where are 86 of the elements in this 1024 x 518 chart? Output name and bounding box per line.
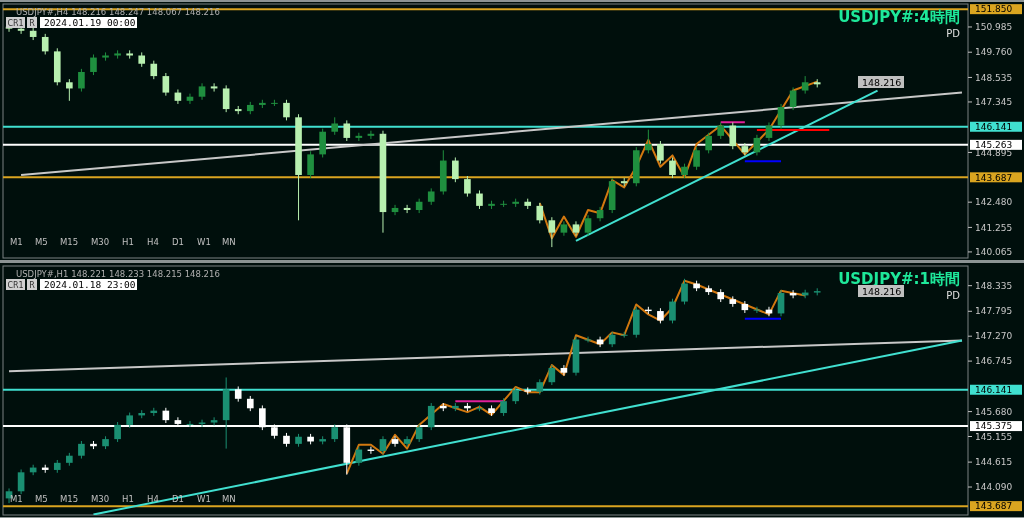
candlestick (548, 216, 556, 248)
annotation: MN (222, 494, 236, 504)
chart-title: USDJPY#:4時間 (838, 8, 960, 26)
ref-line-label: 146.141 (975, 121, 1013, 132)
ref-line-label: 146.141 (975, 384, 1013, 395)
annotation: R (29, 281, 36, 290)
annotation: 2024.01.19 00:00 (44, 17, 136, 28)
annotation: H1 (122, 237, 134, 247)
candlestick (210, 416, 218, 426)
candlestick (90, 53, 97, 76)
annotation: CR1 (7, 19, 24, 28)
line-series (345, 279, 807, 475)
candlestick (150, 60, 158, 80)
candlestick (476, 189, 483, 210)
annotation: M5 (35, 237, 48, 247)
annotation: 2024.01.18 23:00 (44, 279, 136, 290)
candlestick (729, 121, 737, 150)
y-tick-label: 147.270 (975, 331, 1013, 342)
candlestick (114, 421, 121, 443)
candlestick (66, 78, 73, 102)
candlestick (657, 140, 664, 165)
annotation: M15 (60, 237, 79, 247)
y-tick-label: 147.795 (975, 306, 1013, 317)
y-tick-label: 150.985 (975, 22, 1013, 33)
candlestick (391, 435, 399, 448)
y-tick-label: 145.155 (975, 431, 1013, 442)
annotation: W1 (197, 494, 211, 504)
annotation: W1 (197, 237, 211, 247)
y-tick-label: 144.090 (975, 482, 1013, 493)
annotation: USDJPY#,H1 148.221 148.233 148.215 148.216 (16, 268, 220, 279)
candlestick (777, 103, 785, 130)
candlestick (669, 298, 676, 324)
annotation: 148.216 (862, 76, 902, 88)
y-tick-label: 144.615 (975, 457, 1013, 468)
annotation: M5 (35, 494, 48, 504)
candlestick (681, 278, 688, 305)
y-tick-label: 148.335 (975, 280, 1013, 291)
ref-line-label: 143.687 (975, 501, 1013, 512)
annotation: M1 (10, 494, 23, 504)
y-tick-label: 147.345 (975, 97, 1013, 108)
candlestick (452, 156, 459, 183)
candlestick (693, 146, 700, 171)
candlestick (319, 128, 326, 158)
candlestick (427, 402, 435, 431)
y-tick-label: 140.065 (975, 247, 1013, 258)
annotation: M1 (10, 237, 23, 247)
candlestick (17, 468, 25, 495)
y-tick-label: 141.255 (975, 222, 1013, 233)
annotation: M30 (91, 494, 110, 504)
candlestick (645, 129, 652, 154)
candlestick (222, 84, 230, 113)
candlestick (464, 175, 471, 198)
annotation: MN (222, 237, 236, 247)
chart-title: USDJPY#:1時間 (838, 270, 960, 288)
candlestick (584, 214, 592, 237)
y-tick-label: 142.480 (975, 197, 1013, 208)
text: PD (946, 28, 961, 39)
text: PD (946, 290, 961, 301)
annotation: H1 (122, 494, 134, 504)
annotation: M15 (60, 494, 79, 504)
ref-line-label: 143.687 (975, 172, 1013, 183)
candlestick (403, 435, 411, 448)
y-tick-label: 145.680 (975, 406, 1013, 417)
y-tick-label: 149.760 (975, 47, 1013, 58)
candlestick (307, 150, 314, 179)
ref-line-label: 145.375 (975, 421, 1013, 432)
candlestick (162, 72, 170, 97)
candlestick (705, 132, 712, 154)
annotation: R (29, 19, 36, 28)
candlestick (536, 202, 544, 224)
candlestick (560, 364, 568, 377)
candlestick (343, 119, 351, 142)
y-tick-label: 148.535 (975, 72, 1013, 83)
candlestick (669, 156, 676, 179)
annotation: 148.216 (862, 285, 902, 297)
annotation: H4 (147, 494, 159, 504)
annotation: M30 (91, 237, 110, 247)
annotation: CR1 (7, 281, 24, 290)
y-tick-label: 146.745 (975, 356, 1013, 367)
annotation: D1 (172, 237, 184, 247)
candlestick (283, 99, 290, 121)
candlestick (41, 33, 49, 55)
line-series (538, 80, 819, 240)
candlestick (78, 68, 85, 93)
ref-line-label: 151.850 (975, 4, 1013, 15)
annotation: H4 (147, 237, 159, 247)
